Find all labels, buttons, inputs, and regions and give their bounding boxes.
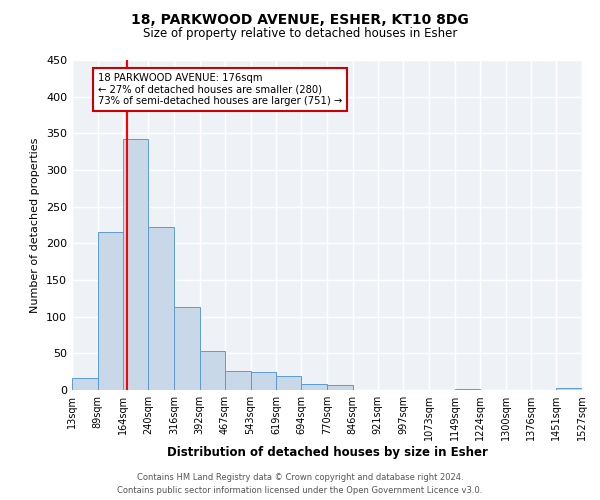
Text: Size of property relative to detached houses in Esher: Size of property relative to detached ho… (143, 28, 457, 40)
Bar (148, 227, 174, 390)
Bar (327, 385, 353, 390)
Bar (123, 139, 148, 390)
Bar (225, 371, 251, 390)
Y-axis label: Number of detached properties: Number of detached properties (31, 138, 40, 312)
Bar (556, 388, 582, 390)
Bar (98, 232, 123, 390)
Bar (301, 384, 327, 390)
X-axis label: Distribution of detached houses by size in Esher: Distribution of detached houses by size … (167, 446, 487, 459)
Text: 18, PARKWOOD AVENUE, ESHER, KT10 8DG: 18, PARKWOOD AVENUE, ESHER, KT10 8DG (131, 12, 469, 26)
Bar (174, 307, 200, 390)
Text: 18 PARKWOOD AVENUE: 176sqm
← 27% of detached houses are smaller (280)
73% of sem: 18 PARKWOOD AVENUE: 176sqm ← 27% of deta… (97, 73, 342, 106)
Bar (72, 378, 98, 390)
Bar (200, 351, 225, 390)
Bar (276, 376, 301, 390)
Bar (251, 372, 276, 390)
Text: Contains HM Land Registry data © Crown copyright and database right 2024.
Contai: Contains HM Land Registry data © Crown c… (118, 474, 482, 495)
